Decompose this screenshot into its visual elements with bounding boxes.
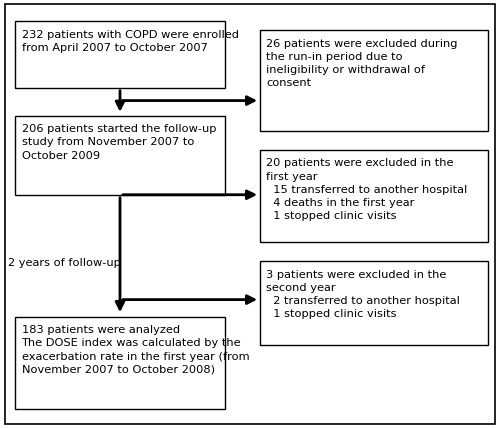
Text: 26 patients were excluded during
the run-in period due to
ineligibility or withd: 26 patients were excluded during the run… bbox=[266, 39, 458, 88]
Text: 232 patients with COPD were enrolled
from April 2007 to October 2007: 232 patients with COPD were enrolled fro… bbox=[22, 30, 238, 53]
FancyBboxPatch shape bbox=[15, 21, 225, 88]
Text: 3 patients were excluded in the
second year
  2 transferred to another hospital
: 3 patients were excluded in the second y… bbox=[266, 270, 460, 319]
FancyBboxPatch shape bbox=[15, 116, 225, 195]
Text: 183 patients were analyzed
The DOSE index was calculated by the
exacerbation rat: 183 patients were analyzed The DOSE inde… bbox=[22, 325, 249, 375]
FancyBboxPatch shape bbox=[260, 150, 488, 242]
FancyBboxPatch shape bbox=[260, 261, 488, 345]
Text: 20 patients were excluded in the
first year
  15 transferred to another hospital: 20 patients were excluded in the first y… bbox=[266, 158, 468, 221]
FancyBboxPatch shape bbox=[15, 317, 225, 409]
FancyBboxPatch shape bbox=[260, 30, 488, 131]
Text: 2 years of follow-up: 2 years of follow-up bbox=[8, 258, 120, 268]
Text: 206 patients started the follow-up
study from November 2007 to
October 2009: 206 patients started the follow-up study… bbox=[22, 124, 216, 160]
